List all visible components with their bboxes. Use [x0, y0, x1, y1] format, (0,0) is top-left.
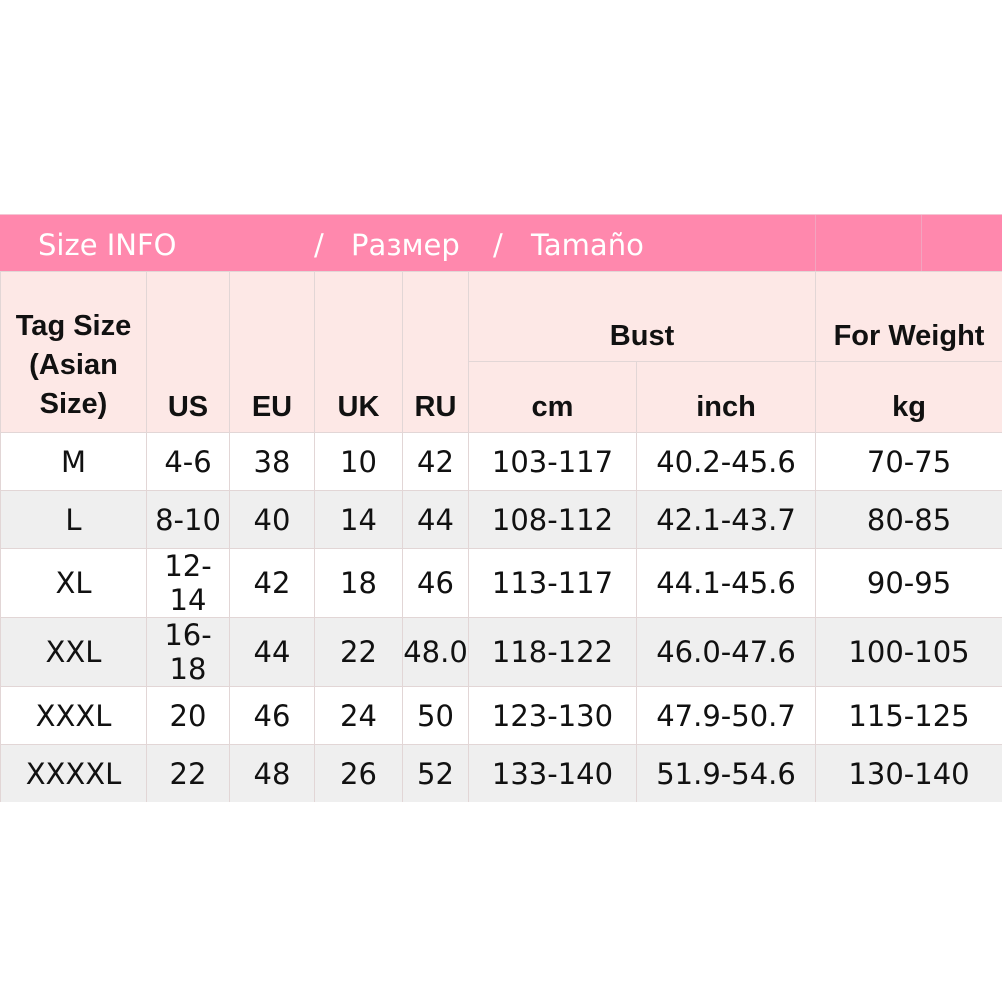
- size-chart: Size INFO / Размер / Tamaño Tag Size (As…: [0, 214, 1002, 802]
- cell-us: 20: [146, 686, 230, 745]
- cell-bust-cm: 108-112: [468, 490, 637, 549]
- cell-uk: 10: [314, 432, 403, 491]
- table-row: M 4-6 38 10 42 103-117 40.2-45.6 70-75: [0, 432, 1002, 491]
- cell-tag-size: M: [0, 432, 147, 491]
- header-us: US: [146, 271, 230, 433]
- cell-uk: 24: [314, 686, 403, 745]
- title-russian: Размер: [351, 228, 460, 262]
- cell-ru: 48.0: [402, 617, 469, 687]
- title-band: Size INFO / Размер / Tamaño: [0, 214, 1002, 271]
- header-cm: cm: [468, 361, 637, 433]
- cell-bust-inch: 46.0-47.6: [635, 617, 817, 687]
- divider: [921, 215, 922, 271]
- cell-uk: 22: [314, 617, 403, 687]
- cell-bust-cm: 103-117: [468, 432, 637, 491]
- cell-eu: 44: [229, 617, 315, 687]
- cell-tag-size: XXL: [0, 617, 147, 687]
- title-spanish: Tamaño: [531, 228, 644, 262]
- title-english: Size INFO: [38, 228, 177, 262]
- cell-tag-size: L: [0, 490, 147, 549]
- cell-weight-kg: 115-125: [815, 686, 1002, 745]
- cell-eu: 38: [229, 432, 315, 491]
- cell-uk: 26: [314, 744, 403, 802]
- cell-eu: 40: [229, 490, 315, 549]
- table-row: XXXXL 22 48 26 52 133-140 51.9-54.6 130-140: [0, 744, 1002, 802]
- header-bust: Bust: [467, 271, 817, 362]
- cell-weight-kg: 100-105: [815, 617, 1002, 687]
- cell-bust-inch: 47.9-50.7: [635, 686, 817, 745]
- cell-uk: 18: [314, 548, 403, 618]
- header-weight: For Weight: [815, 271, 1002, 362]
- cell-eu: 46: [229, 686, 315, 745]
- cell-weight-kg: 130-140: [815, 744, 1002, 802]
- cell-bust-inch: 44.1-45.6: [635, 548, 817, 618]
- cell-eu: 48: [229, 744, 315, 802]
- table-row: L 8-10 40 14 44 108-112 42.1-43.7 80-85: [0, 490, 1002, 549]
- cell-bust-cm: 113-117: [468, 548, 637, 618]
- cell-tag-size: XXXXL: [0, 744, 147, 802]
- cell-bust-inch: 42.1-43.7: [635, 490, 817, 549]
- title-separator: /: [493, 228, 503, 262]
- cell-us: 16-18: [146, 617, 230, 687]
- header-tag-size: Tag Size (Asian Size): [0, 271, 147, 433]
- header-eu: EU: [229, 271, 315, 433]
- cell-eu: 42: [229, 548, 315, 618]
- cell-tag-size: XXXL: [0, 686, 147, 745]
- cell-bust-cm: 133-140: [468, 744, 637, 802]
- divider: [815, 215, 816, 271]
- cell-bust-cm: 123-130: [468, 686, 637, 745]
- table-row: XXXL 20 46 24 50 123-130 47.9-50.7 115-125: [0, 686, 1002, 745]
- header-inch: inch: [635, 361, 817, 433]
- cell-weight-kg: 80-85: [815, 490, 1002, 549]
- table-row: XXL 16-18 44 22 48.0 118-122 46.0-47.6 100-105: [0, 617, 1002, 687]
- cell-us: 8-10: [146, 490, 230, 549]
- cell-weight-kg: 70-75: [815, 432, 1002, 491]
- cell-ru: 44: [402, 490, 469, 549]
- table-row: XL 12-14 42 18 46 113-117 44.1-45.6 90-95: [0, 548, 1002, 618]
- cell-uk: 14: [314, 490, 403, 549]
- header-kg: kg: [815, 361, 1002, 433]
- header-uk: UK: [314, 271, 403, 433]
- cell-us: 12-14: [146, 548, 230, 618]
- cell-ru: 52: [402, 744, 469, 802]
- cell-bust-inch: 40.2-45.6: [635, 432, 817, 491]
- cell-bust-inch: 51.9-54.6: [635, 744, 817, 802]
- cell-ru: 50: [402, 686, 469, 745]
- cell-tag-size: XL: [0, 548, 147, 618]
- cell-us: 4-6: [146, 432, 230, 491]
- cell-weight-kg: 90-95: [815, 548, 1002, 618]
- cell-bust-cm: 118-122: [468, 617, 637, 687]
- cell-us: 22: [146, 744, 230, 802]
- title-separator: /: [314, 228, 324, 262]
- cell-ru: 42: [402, 432, 469, 491]
- cell-ru: 46: [402, 548, 469, 618]
- header-ru: RU: [402, 271, 469, 433]
- size-table: Tag Size (Asian Size) US EU UK RU Bust F…: [0, 271, 1002, 802]
